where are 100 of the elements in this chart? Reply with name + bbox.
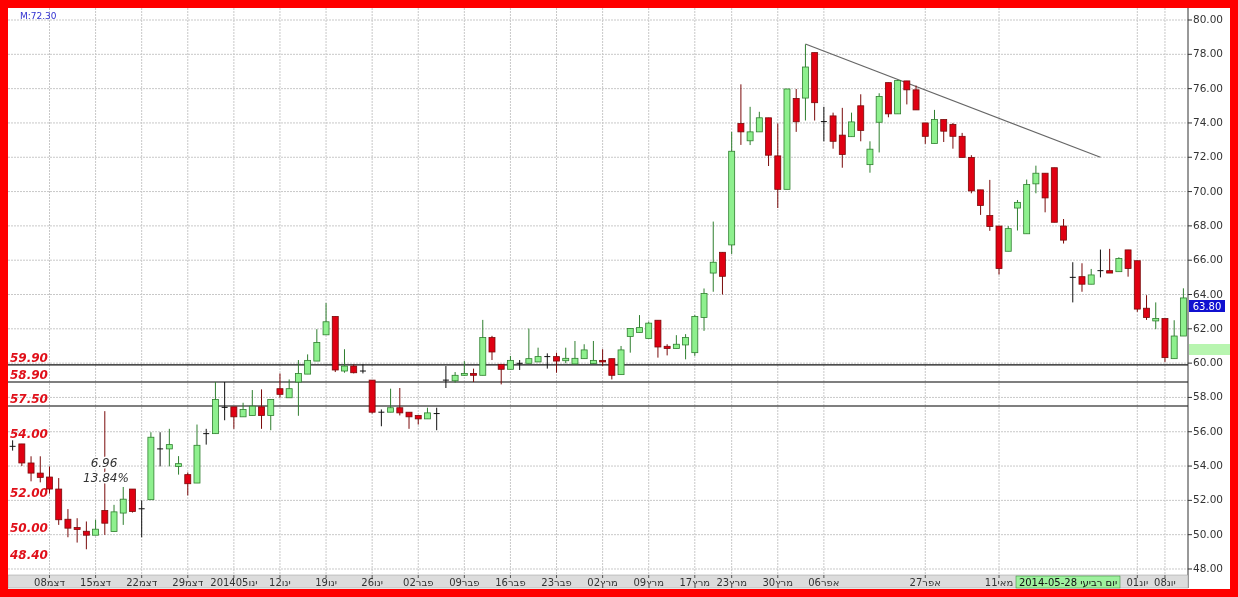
- candlestick: [709, 221, 717, 293]
- y-tick-label: 56.00: [1192, 424, 1224, 437]
- candlestick: [1069, 261, 1077, 303]
- x-tick-label: 15דצמ: [80, 577, 112, 588]
- candlestick: [737, 83, 745, 146]
- candlestick: [276, 372, 284, 399]
- candlestick: [341, 348, 348, 374]
- candlestick: [304, 353, 312, 375]
- candlestick: [433, 407, 441, 431]
- x-tick-label: 16פבר: [495, 577, 526, 588]
- candlestick: [46, 465, 53, 495]
- candlestick: [792, 88, 800, 133]
- candlestick: [221, 381, 229, 421]
- x-tick-label: 27אפר: [909, 577, 941, 588]
- candlestick: [1106, 248, 1114, 274]
- x-tick-label: 22דצמ: [126, 577, 158, 588]
- y-tick-label: 54.00: [1192, 459, 1224, 472]
- y-tick-label: 70.00: [1192, 184, 1224, 197]
- x-tick-label: 201405ינו: [210, 577, 258, 588]
- candlestick: [1096, 249, 1104, 278]
- ref-line-label: 58.90: [10, 368, 48, 382]
- text: יום רביעי 2014-05-28: [1018, 577, 1118, 588]
- candlestick: [405, 411, 413, 430]
- candlestick: [248, 389, 256, 416]
- candlestick: [1032, 165, 1040, 194]
- y-tick-label: 62.00: [1192, 321, 1224, 334]
- candlestick: [377, 408, 385, 427]
- candlestick: [138, 499, 146, 538]
- candlestick: [1170, 319, 1178, 360]
- y-tick-label: 64.00: [1192, 287, 1224, 300]
- y-tick-label: 78.00: [1192, 47, 1224, 60]
- x-tick-label: 17מרץ: [679, 577, 711, 588]
- annotation: 52.00: [10, 486, 48, 500]
- y-tick-label: 52.00: [1192, 493, 1224, 506]
- y-tick-label: 58.00: [1192, 390, 1224, 403]
- x-tick-label: 30מרץ: [762, 577, 794, 588]
- x-tick-label: 19ינו: [315, 577, 337, 588]
- x-tick-label: 23פבר: [541, 577, 572, 588]
- candlestick: [912, 85, 920, 111]
- x-tick-label: 26ינו: [361, 577, 383, 588]
- y-tick-label: 76.00: [1192, 81, 1224, 94]
- candlestick: [921, 122, 929, 145]
- candlestick: [322, 302, 330, 336]
- annotation: 54.00: [10, 427, 48, 441]
- x-tick-label: 01יונ: [1126, 577, 1149, 588]
- candlestick: [202, 428, 210, 446]
- candlestick: [1060, 218, 1067, 245]
- x-tick-label: 02פבר: [403, 577, 434, 588]
- candlestick: [820, 106, 828, 142]
- candlestick: [1143, 294, 1150, 321]
- candlestick: [589, 340, 597, 365]
- x-tick-label: 06אפר: [808, 577, 840, 588]
- candlestick: [165, 428, 173, 467]
- y-tick-label: 72.00: [1192, 150, 1224, 163]
- candlestick: [838, 107, 846, 169]
- y-tick-label: 60.00: [1192, 356, 1224, 369]
- y-tick-label: 80.00: [1192, 13, 1224, 26]
- y-tick-label: 48.00: [1192, 562, 1224, 574]
- candlestick: [156, 431, 164, 467]
- candlestick: [608, 358, 616, 380]
- candlestick: [755, 111, 763, 133]
- ref-line-label: 59.90: [10, 350, 48, 365]
- candlestick: [82, 520, 90, 550]
- y-tick-label: 68.00: [1192, 218, 1224, 231]
- candlestick: [977, 189, 984, 216]
- y-tick-label: 74.00: [1192, 115, 1224, 128]
- candlestick: [866, 140, 874, 174]
- candlestick: [36, 455, 44, 483]
- candlestick: [27, 455, 35, 482]
- candlestick: [488, 335, 496, 361]
- candlestick: [1124, 249, 1132, 278]
- candlestick: [110, 504, 118, 533]
- y-tick-label: 50.00: [1192, 527, 1224, 540]
- candlestick: [626, 327, 634, 354]
- candlestick: [1004, 225, 1012, 252]
- x-tick-label: 08דצמ: [34, 577, 66, 588]
- x-tick-label: 12ינו: [269, 577, 291, 588]
- annotation: 48.40: [9, 548, 48, 562]
- ref-line-label: 57.50: [10, 392, 48, 407]
- candlestick: [387, 388, 394, 413]
- annotation: 50.00: [10, 521, 48, 535]
- candlestick: [313, 328, 321, 362]
- candlestick: [267, 399, 275, 431]
- candlestick: [258, 388, 265, 430]
- x-tick-label: 11מאי: [984, 577, 1014, 588]
- candlestick: [1078, 262, 1086, 293]
- x-tick-label: 29דצמ: [172, 577, 204, 588]
- candlestick: [903, 80, 911, 105]
- candlestick: [129, 488, 136, 514]
- candlestick: [9, 439, 17, 452]
- y-tick-label: 66.00: [1192, 253, 1224, 266]
- candlestick: [682, 333, 689, 360]
- candlestick: [396, 387, 404, 416]
- candlestick: [285, 378, 293, 399]
- candlestick: [746, 106, 754, 146]
- candlestick: [1014, 199, 1021, 232]
- candlestick: [848, 112, 855, 138]
- x-tick-label: 23מרץ: [716, 577, 747, 588]
- candlestick: [119, 486, 127, 526]
- candlestick: [940, 119, 948, 143]
